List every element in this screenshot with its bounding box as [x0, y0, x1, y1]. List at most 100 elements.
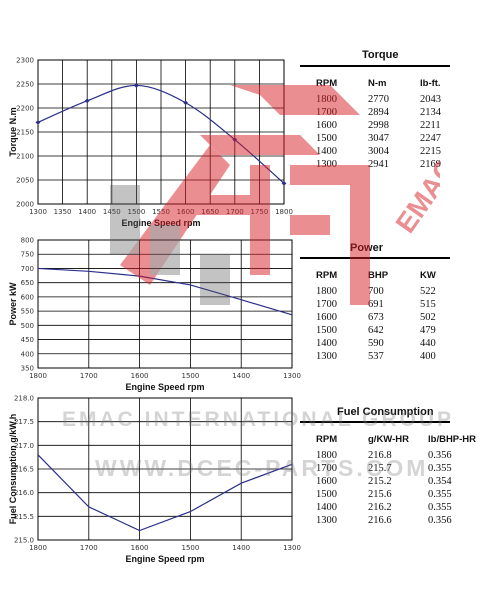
power-y-tick-label: 650 [21, 279, 34, 287]
torque-x-tick-label: 1450 [103, 208, 121, 216]
fuel-y-tick-label: 216.0 [14, 489, 34, 497]
power-table-cell: 1300 [316, 351, 337, 362]
fuel-x-tick-label: 1500 [181, 544, 199, 552]
fuel-y-tick-label: 216.5 [14, 466, 34, 474]
power-y-tick-label: 400 [21, 350, 34, 358]
fuel-table-column-header: g/KW-HR [368, 434, 409, 445]
fuel-table-cell: 215.2 [368, 476, 392, 487]
power-table-row: 1300 537 400 [316, 350, 460, 363]
fuel-table-cell: 1500 [316, 489, 337, 500]
torque-table-row: 1400 3004 2215 [316, 145, 460, 158]
torque-data-point [134, 83, 139, 88]
power-table-cell: 590 [368, 338, 384, 349]
power-table-cell: 440 [420, 338, 436, 349]
power-table-cell: 522 [420, 286, 436, 297]
fuel-y-axis-label: Fuel Consumption g/kW.h [8, 414, 18, 525]
power-table-cell: 537 [368, 351, 384, 362]
power-table-column-header: BHP [368, 270, 389, 281]
torque-table-cell: 3004 [368, 146, 389, 157]
torque-x-tick-label: 1800 [275, 208, 293, 216]
power-y-tick-label: 450 [21, 336, 34, 344]
power-table-row: 1700 691 515 [316, 298, 460, 311]
torque-table-cell: 2247 [420, 133, 441, 144]
torque-y-tick-label: 2150 [16, 129, 34, 137]
fuel-series-line [37, 454, 293, 532]
fuel-table-cell: 216.6 [368, 515, 392, 526]
torque-table-column-header: lb-ft. [420, 78, 441, 89]
torque-table-header-row: RPM N-m lb-ft. [316, 78, 460, 93]
power-y-tick-label: 600 [21, 293, 34, 301]
power-table-cell: 673 [368, 312, 384, 323]
torque-table-cell: 1400 [316, 146, 337, 157]
fuel-x-tick-label: 1400 [232, 544, 250, 552]
torque-table-cell: 1600 [316, 120, 337, 131]
torque-table-cell: 1300 [316, 159, 337, 170]
fuel-x-tick-label: 1700 [80, 544, 98, 552]
power-table-row: 1400 590 440 [316, 337, 460, 350]
fuel-table-cell: 0.354 [428, 476, 452, 487]
fuel-table-cell: 0.355 [428, 502, 452, 513]
power-table-cell: 700 [368, 286, 384, 297]
torque-table-column-header: RPM [316, 78, 338, 89]
fuel-table-rule [300, 421, 450, 423]
torque-table-cell: 1500 [316, 133, 337, 144]
torque-y-tick-label: 2300 [16, 57, 34, 65]
power-table-cell: 515 [420, 299, 436, 310]
torque-table-cell: 2894 [368, 107, 389, 118]
power-table-cell: 1700 [316, 299, 337, 310]
power-table-row: 1800 700 522 [316, 285, 460, 298]
fuel-table-cell: 1400 [316, 502, 337, 513]
torque-x-tick-label: 1500 [127, 208, 145, 216]
fuel-table-row: 1700 215.7 0.355 [316, 462, 478, 475]
watermark-line-1: EMAC INTERNATIONAL GROUP [62, 408, 455, 431]
fuel-table-cell: 216.8 [368, 450, 392, 461]
fuel-table-row: 1800 216.8 0.356 [316, 449, 478, 462]
fuel-table-cell: 1600 [316, 476, 337, 487]
power-table: RPM BHP KW 1800 700 522 1700 691 515 1600 673 502 15… [316, 270, 460, 363]
power-table-cell: 502 [420, 312, 436, 323]
fuel-y-tick-label: 218.0 [14, 395, 34, 403]
fuel-y-tick-label: 215.0 [14, 537, 34, 545]
power-x-tick-label: 1500 [181, 372, 199, 380]
torque-table-row: 1500 3047 2247 [316, 132, 460, 145]
fuel-table: RPM g/KW-HR lb/BHP-HR 1800 216.8 0.356 1700 215… [316, 434, 478, 527]
torque-table-title: Torque [362, 49, 399, 61]
power-table-column-header: KW [420, 270, 436, 281]
fuel-table-column-header: lb/BHP-HR [428, 434, 477, 445]
power-table-cell: 400 [420, 351, 436, 362]
fuel-table-column-header: RPM [316, 434, 338, 445]
torque-y-tick-label: 2100 [16, 153, 34, 161]
fuel-y-tick-label: 217.0 [14, 442, 34, 450]
torque-table-row: 1600 2998 2211 [316, 119, 460, 132]
torque-x-tick-label: 1300 [29, 208, 47, 216]
torque-table-cell: 2169 [420, 159, 441, 170]
power-x-axis-label: Engine Speed rpm [125, 382, 204, 392]
power-table-header-row: RPM BHP KW [316, 270, 460, 285]
fuel-y-tick-label: 215.5 [14, 513, 34, 521]
fuel-table-cell: 1300 [316, 515, 337, 526]
fuel-table-row: 1300 216.6 0.356 [316, 514, 478, 527]
torque-table-rule [300, 65, 450, 67]
power-x-tick-label: 1600 [131, 372, 149, 380]
fuel-y-tick-label: 217.5 [14, 418, 34, 426]
power-table-rule [300, 257, 450, 259]
power-series-line [37, 267, 293, 316]
emac-watermark-logo-text: EMAC [390, 153, 440, 238]
power-table-cell: 1800 [316, 286, 337, 297]
torque-table-cell: 2215 [420, 146, 441, 157]
fuel-table-title: Fuel Consumption [337, 406, 434, 418]
torque-x-tick-label: 1350 [54, 208, 72, 216]
torque-table-cell: 2211 [420, 120, 441, 131]
torque-table-cell: 2770 [368, 94, 389, 105]
torque-y-tick-label: 2200 [16, 105, 34, 113]
fuel-table-row: 1400 216.2 0.355 [316, 501, 478, 514]
power-y-tick-label: 800 [21, 237, 34, 245]
power-table-cell: 1500 [316, 325, 337, 336]
power-x-tick-label: 1700 [80, 372, 98, 380]
power-y-tick-label: 700 [21, 265, 34, 273]
torque-data-point [35, 120, 41, 125]
power-table-row: 1500 642 479 [316, 324, 460, 337]
fuel-x-tick-label: 1300 [283, 544, 301, 552]
fuel-table-cell: 0.356 [428, 515, 452, 526]
power-y-tick-label: 550 [21, 308, 34, 316]
